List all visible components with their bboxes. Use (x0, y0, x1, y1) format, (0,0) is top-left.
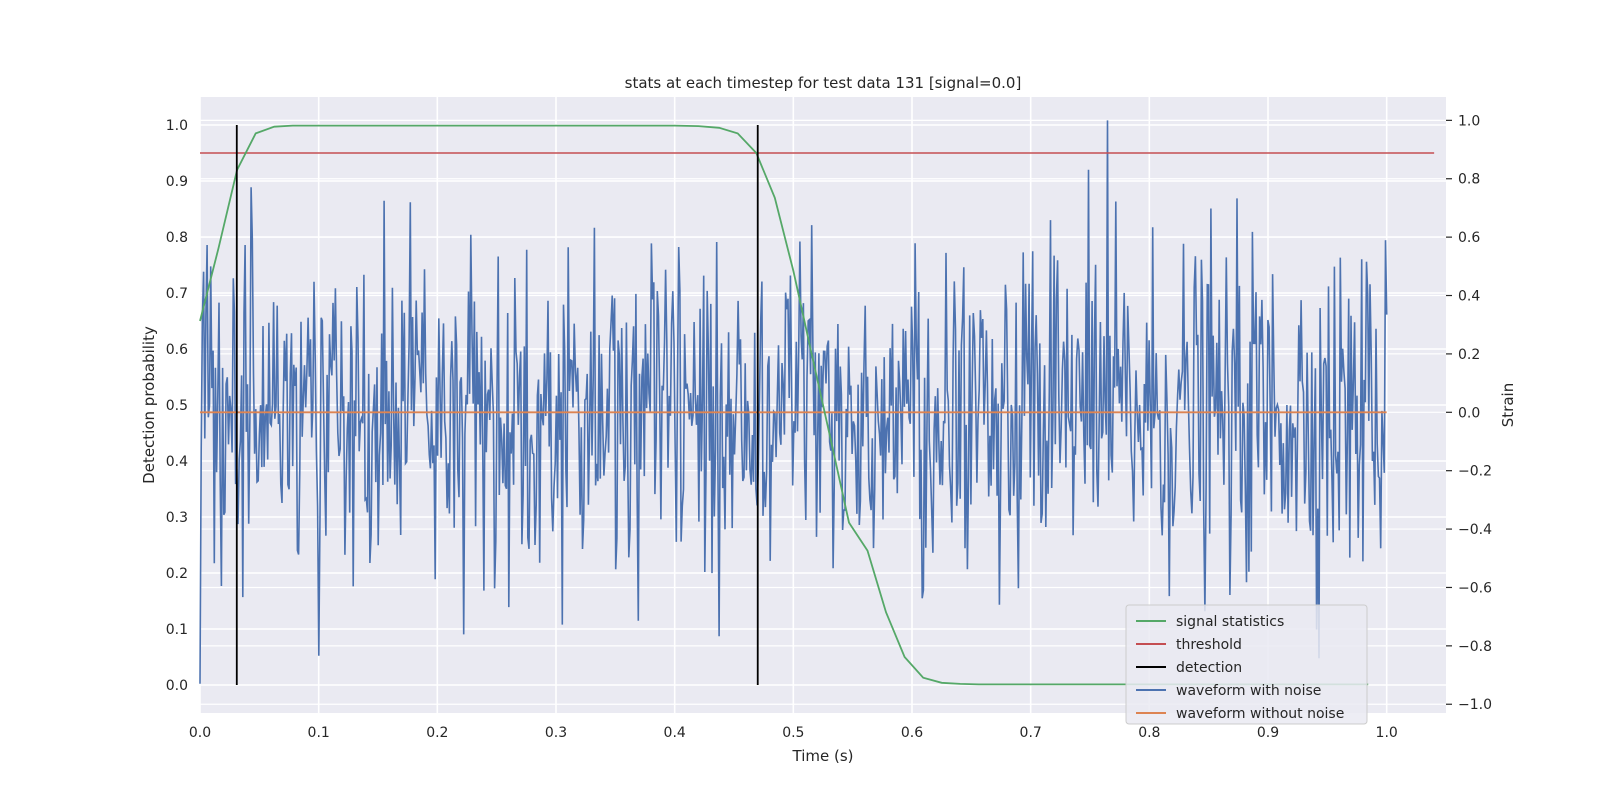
x-tick-label: 0.0 (189, 725, 211, 741)
x-tick-label: 0.2 (426, 725, 448, 741)
y-right-tick-label: 1.0 (1458, 113, 1480, 129)
y-right-tick-label: 0.0 (1458, 405, 1480, 421)
y-left-tick-label: 0.7 (166, 286, 188, 302)
y-left-tick-label: 0.8 (166, 230, 188, 246)
x-tick-label: 0.3 (545, 725, 567, 741)
y-right-tick-label: −0.6 (1458, 580, 1492, 596)
chart-title: stats at each timestep for test data 131… (625, 74, 1022, 92)
legend-label: signal statistics (1176, 614, 1284, 630)
series-signal-statistics (199, 124, 1369, 686)
y-axis-right: −1.0 −0.8 −0.6 −0.4 −0.2 0.0 0.2 0.4 0.6 0.8 1.0 (1446, 113, 1492, 713)
x-tick-label: 0.8 (1138, 725, 1160, 741)
y-right-tick-label: −0.4 (1458, 522, 1492, 538)
x-axis: 0.0 0.1 0.2 0.3 0.4 0.5 0.6 0.7 0.8 0.9 1.0 (189, 725, 1398, 741)
x-tick-label: 1.0 (1376, 725, 1398, 741)
y-right-tick-label: −0.8 (1458, 639, 1492, 655)
y-left-tick-label: 0.4 (166, 454, 188, 470)
y-left-tick-label: 0.1 (166, 622, 188, 638)
legend-label: waveform with noise (1176, 683, 1321, 699)
x-tick-label: 0.9 (1257, 725, 1279, 741)
legend-entries: signal statistics threshold detection wavef… (1136, 614, 1344, 722)
x-axis-label: Time (s) (792, 747, 854, 765)
y-right-tick-label: −1.0 (1458, 697, 1492, 713)
y-left-tick-label: 0.6 (166, 342, 188, 358)
x-tick-label: 0.6 (901, 725, 923, 741)
series-layer (199, 120, 1435, 686)
x-tick-label: 0.4 (664, 725, 686, 741)
x-tick-label: 0.1 (308, 725, 330, 741)
legend-label: detection (1176, 660, 1242, 676)
legend: signal statistics threshold detection wavef… (1125, 604, 1368, 725)
y-left-tick-label: 0.2 (166, 566, 188, 582)
y-left-tick-label: 0.9 (166, 174, 188, 190)
legend-label: threshold (1176, 637, 1242, 653)
y-axis-left-label: Detection probability (140, 326, 158, 484)
y-axis-right-label: Strain (1499, 383, 1517, 427)
y-right-tick-label: 0.2 (1458, 347, 1480, 363)
y-right-tick-label: −0.2 (1458, 464, 1492, 480)
legend-label: waveform without noise (1176, 706, 1344, 722)
legend-box (1125, 604, 1368, 725)
x-tick-label: 0.7 (1020, 725, 1042, 741)
y-right-tick-label: 0.6 (1458, 230, 1480, 246)
y-right-tick-label: 0.8 (1458, 172, 1480, 188)
y-right-tick-label: 0.4 (1458, 289, 1480, 305)
y-axis-left: 0.0 0.1 0.2 0.3 0.4 0.5 0.6 0.7 0.8 0.9 1.0 (166, 118, 188, 694)
x-tick-label: 0.5 (782, 725, 804, 741)
y-left-tick-label: 0.5 (166, 398, 188, 414)
y-left-tick-label: 1.0 (166, 118, 188, 134)
y-left-tick-label: 0.3 (166, 510, 188, 526)
y-left-tick-label: 0.0 (166, 678, 188, 694)
series-waveform-with-noise (199, 120, 1388, 684)
